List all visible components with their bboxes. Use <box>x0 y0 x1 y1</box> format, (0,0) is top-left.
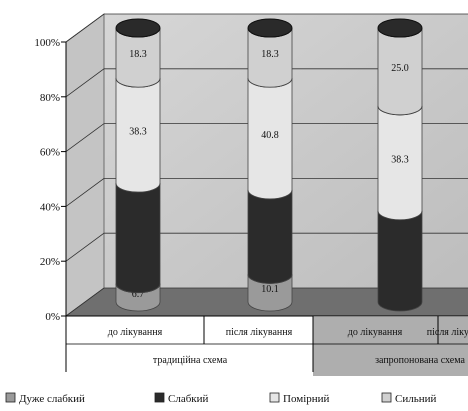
gridline <box>65 13 468 43</box>
legend-item: Дуже слабкий <box>5 392 85 405</box>
legend-label: Слабкий <box>168 393 209 405</box>
data-label: 25.0 <box>391 63 409 74</box>
y-tick-label: 60% <box>40 147 60 159</box>
x-category-label: після лікування <box>226 327 293 338</box>
bar-segment <box>247 189 293 284</box>
legend-swatch <box>154 392 165 403</box>
legend-item: Помірний <box>269 392 330 405</box>
y-tick-label: 40% <box>40 201 60 213</box>
x-category-label: до лікування <box>108 327 163 338</box>
x-group-label: традиційна схема <box>153 355 228 366</box>
legend-item: Слабкий <box>154 392 209 405</box>
gridline <box>65 287 468 317</box>
cylinder-top <box>115 18 161 38</box>
legend-swatch <box>269 392 280 403</box>
x-category-label: до лікування <box>348 327 403 338</box>
legend-swatch <box>381 392 392 403</box>
y-tick-label: 80% <box>40 92 60 104</box>
data-label: 10.1 <box>261 284 279 295</box>
data-label: 38.3 <box>129 127 147 138</box>
x-group-label: запропонована схема <box>375 355 465 366</box>
data-label: 40.8 <box>261 130 279 141</box>
y-tick-label: 20% <box>40 256 60 268</box>
data-label: 18.3 <box>129 49 147 60</box>
y-tick-label: 0% <box>45 311 60 323</box>
y-tick-label: 100% <box>34 37 60 49</box>
data-label: 38.3 <box>391 154 409 165</box>
legend-swatch <box>5 392 16 403</box>
data-label: 18.3 <box>261 49 279 60</box>
gridline <box>65 232 468 262</box>
gridline <box>65 68 468 98</box>
gridline <box>65 123 468 152</box>
chart-plot-area: 0% 20% 40% 60% 80% 100% 6.7 38.3 18.3 10.1 40.8 18.… <box>5 13 468 405</box>
bar-segment <box>377 210 423 312</box>
x-category-label: після лікування <box>427 327 468 338</box>
legend-label: Сильний <box>395 393 437 405</box>
bar-segment <box>115 183 161 294</box>
legend-item: Сильний <box>381 392 437 405</box>
legend-label: Дуже слабкий <box>19 393 85 405</box>
x-axis-group-band <box>313 316 468 376</box>
cylinder-top <box>247 18 293 38</box>
cylinder-top <box>377 18 423 38</box>
data-label: 6.7 <box>132 289 145 300</box>
gridline <box>65 177 468 207</box>
side-wall <box>65 13 105 317</box>
legend-label: Помірний <box>283 393 330 405</box>
